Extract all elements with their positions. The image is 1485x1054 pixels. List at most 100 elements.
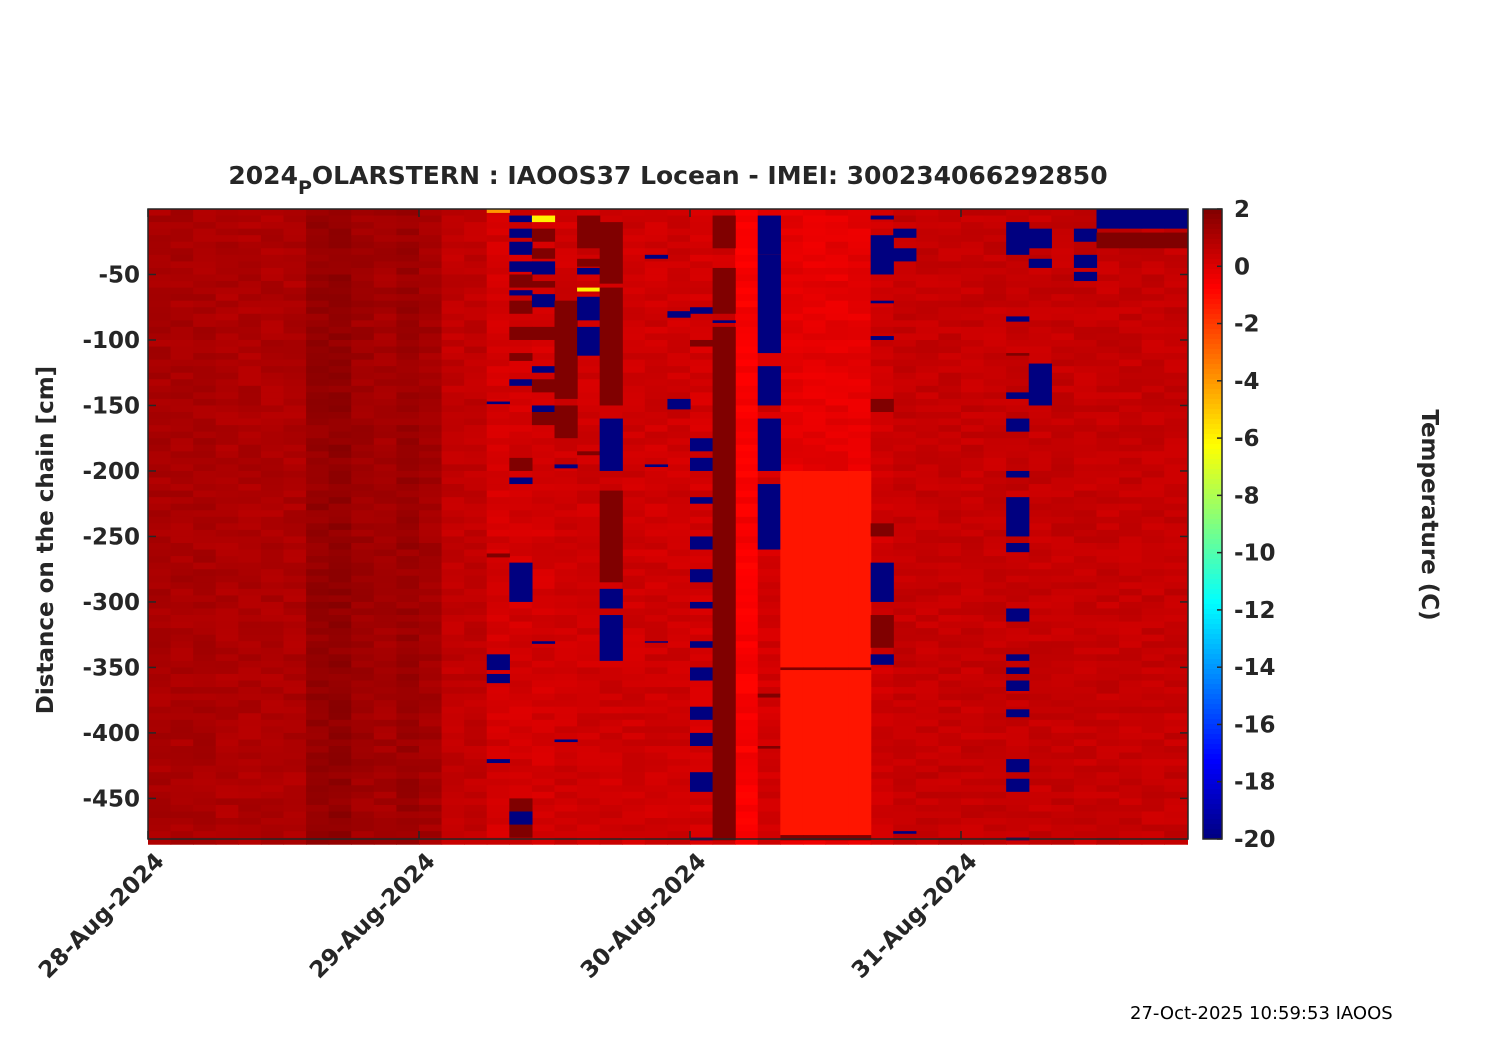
heatmap-cell [215, 438, 239, 446]
heatmap-cell [486, 235, 510, 243]
heatmap-segment [825, 835, 849, 841]
heatmap-cell [283, 464, 307, 472]
heatmap-cell [961, 700, 985, 708]
heatmap-cell [351, 647, 375, 655]
heatmap-cell [283, 765, 307, 773]
heatmap-cell [328, 353, 352, 361]
heatmap-cell [419, 556, 443, 564]
heatmap-cell [915, 523, 940, 531]
heatmap-cell [1073, 366, 1098, 374]
heatmap-cell [938, 719, 962, 727]
heatmap-cell [1073, 313, 1098, 321]
heatmap-cell [757, 726, 781, 734]
heatmap-cell [215, 307, 239, 315]
heatmap-cell [915, 497, 940, 505]
heatmap-cell [554, 804, 578, 812]
heatmap-cell [983, 595, 1007, 603]
heatmap-cell [1051, 346, 1075, 354]
heatmap-cell [667, 497, 691, 505]
heatmap-cell [780, 379, 804, 387]
heatmap-cell [1028, 647, 1052, 655]
heatmap-cell [554, 759, 578, 767]
heatmap-cell [825, 339, 849, 348]
heatmap-cell [1119, 818, 1143, 826]
heatmap-cell [1051, 582, 1075, 590]
heatmap-cell [531, 346, 556, 354]
heatmap-segment [1006, 709, 1030, 718]
heatmap-cell [1073, 582, 1098, 590]
heatmap-cell [1006, 837, 1030, 845]
heatmap-cell [938, 241, 962, 249]
heatmap-cell [690, 431, 714, 439]
heatmap-cell [1073, 444, 1098, 452]
heatmap-cell [1073, 392, 1098, 400]
heatmap-cell [1073, 359, 1098, 367]
heatmap-cell [1028, 464, 1052, 472]
heatmap-cell [644, 385, 669, 393]
heatmap-cell [893, 621, 917, 629]
heatmap-cell [486, 752, 510, 760]
heatmap-cell [441, 831, 465, 839]
heatmap-cell [373, 765, 398, 773]
heatmap-cell [351, 405, 375, 413]
heatmap-cell [328, 752, 352, 760]
heatmap-cell [848, 444, 872, 452]
heatmap-cell [531, 569, 556, 577]
heatmap-cell [486, 457, 510, 465]
heatmap-cell [351, 235, 375, 243]
heatmap-cell [1141, 588, 1165, 596]
heatmap-cell [983, 700, 1007, 708]
heatmap-cell [260, 366, 285, 374]
heatmap-cell [1073, 281, 1098, 289]
heatmap-cell [1096, 477, 1120, 485]
heatmap-cell [870, 307, 894, 315]
heatmap-cell [554, 687, 578, 695]
heatmap-cell [915, 372, 940, 380]
heatmap-cell [396, 837, 420, 845]
heatmap-cell [690, 490, 714, 498]
heatmap-cell [170, 542, 194, 551]
heatmap-cell [215, 608, 239, 616]
heatmap-cell [170, 529, 194, 537]
heatmap-cell [328, 595, 352, 603]
heatmap-cell [306, 300, 330, 308]
heatmap-cell [735, 425, 759, 433]
heatmap-cell [441, 791, 465, 799]
heatmap-cell [351, 464, 375, 472]
heatmap-cell [396, 313, 420, 321]
heatmap-cell [1028, 215, 1052, 223]
heatmap-cell [667, 261, 691, 269]
heatmap-cell [1164, 490, 1188, 498]
heatmap-cell [825, 837, 849, 845]
heatmap-cell [1141, 425, 1165, 433]
heatmap-cell [1006, 451, 1030, 459]
heatmap-cell [1051, 575, 1075, 583]
heatmap-cell [554, 824, 578, 832]
heatmap-cell [531, 313, 556, 321]
heatmap-cell [780, 444, 804, 452]
heatmap-cell [351, 326, 375, 334]
heatmap-cell [667, 680, 691, 688]
title-rest: OLARSTERN : IAOOS37 Locean - IMEI: 30023… [312, 161, 1108, 190]
heatmap-cell [735, 824, 759, 832]
heatmap-cell [419, 385, 443, 393]
heatmap-cell [1028, 804, 1052, 812]
heatmap-cell [577, 575, 601, 583]
heatmap-cell [464, 673, 488, 682]
heatmap-cell [735, 732, 759, 740]
heatmap-cell [464, 241, 488, 249]
heatmap-cell [893, 654, 917, 662]
heatmap-cell [735, 359, 759, 367]
heatmap-cell [622, 346, 646, 354]
heatmap-cell [983, 556, 1007, 564]
colorbar-segment [1203, 549, 1222, 555]
heatmap-cell [464, 542, 488, 551]
heatmap-cell [690, 647, 714, 655]
heatmap-cell [690, 405, 714, 413]
heatmap-cell [1006, 287, 1030, 295]
heatmap-cell [509, 425, 533, 433]
heatmap-cell [1141, 713, 1165, 721]
heatmap-cell [1164, 811, 1188, 819]
heatmap-cell [1006, 569, 1030, 577]
heatmap-cell [690, 300, 714, 308]
